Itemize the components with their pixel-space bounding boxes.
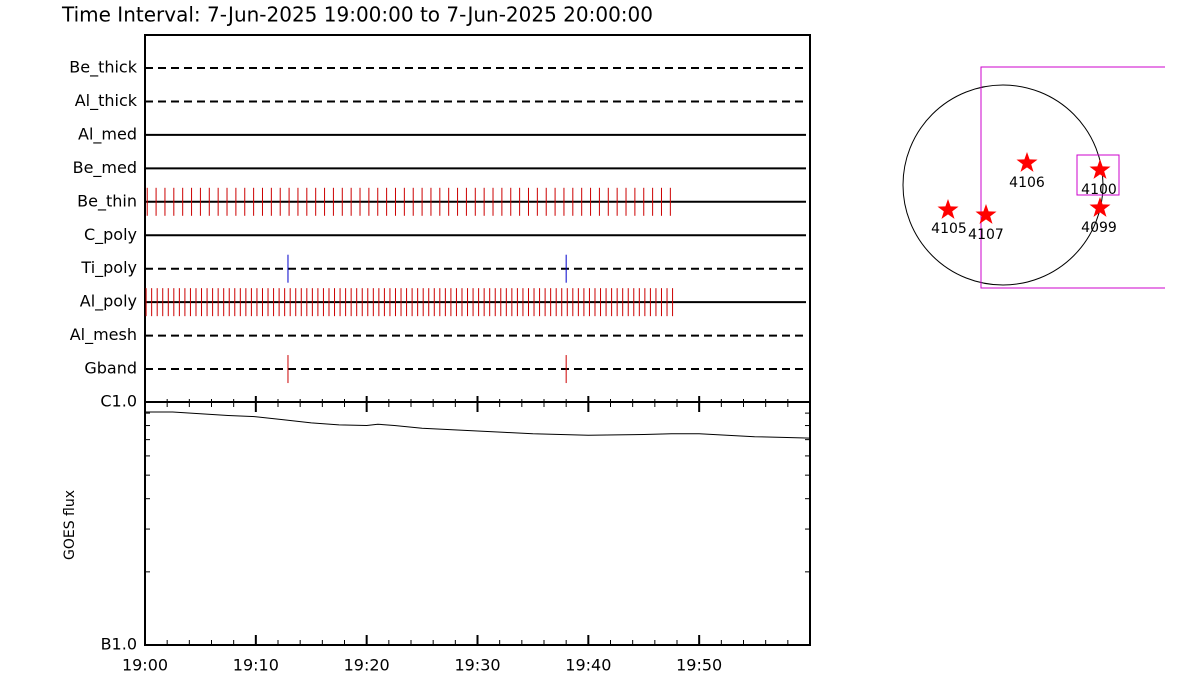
channel-label: Be_med — [73, 158, 137, 178]
timeline-frame — [144, 34, 811, 403]
channel-label: Gband — [84, 359, 137, 378]
region-label: 4099 — [1081, 220, 1117, 236]
channel-label: Be_thick — [69, 58, 137, 78]
region-label: 4107 — [968, 227, 1004, 243]
channel-label: Al_poly — [80, 292, 137, 312]
sun-map: 4106 4100 4105 4107 4099 — [902, 66, 1165, 289]
region-marker — [1089, 197, 1111, 217]
region-label: 4100 — [1081, 182, 1117, 198]
goes-frame — [144, 401, 811, 646]
region-marker — [1089, 159, 1111, 179]
x-tick-label: 19:40 — [565, 656, 611, 675]
y-tick-label: C1.0 — [100, 392, 137, 411]
channel-label: Al_thick — [75, 91, 138, 111]
region-marker — [937, 199, 959, 219]
channel-label: Al_mesh — [70, 325, 137, 345]
fov-box — [1076, 154, 1120, 196]
channel-label: C_poly — [84, 225, 137, 245]
region-label: 4106 — [1009, 175, 1045, 191]
region-marker — [975, 204, 997, 224]
goes-curve — [145, 411, 811, 439]
region-marker — [1016, 152, 1038, 172]
region-label: 4105 — [931, 221, 967, 237]
fov-box — [980, 66, 1165, 289]
y-axis-label: GOES flux — [62, 490, 78, 560]
y-tick-label: B1.0 — [101, 635, 137, 654]
channel-label: Ti_poly — [80, 258, 137, 278]
channel-label: Al_med — [78, 124, 137, 144]
x-tick-label: 19:50 — [676, 656, 722, 675]
chart-title: Time Interval: 7-Jun-2025 19:00:00 to 7-… — [61, 3, 653, 27]
solar-disk — [902, 84, 1104, 286]
x-tick-label: 19:20 — [344, 656, 390, 675]
channel-label: Be_thin — [77, 191, 137, 211]
x-tick-label: 19:10 — [233, 656, 279, 675]
x-tick-label: 19:30 — [454, 656, 500, 675]
x-tick-label: 19:00 — [122, 656, 168, 675]
